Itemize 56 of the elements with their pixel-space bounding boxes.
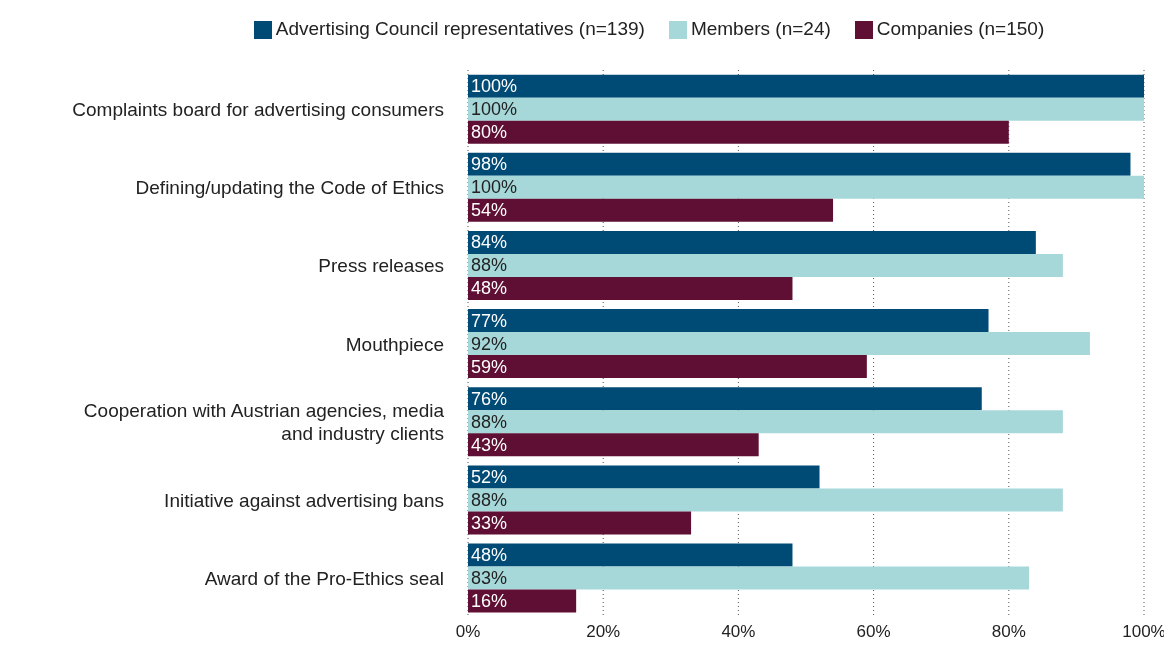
data-label: 76% — [471, 388, 508, 409]
bar — [468, 74, 1144, 98]
bar — [468, 230, 1036, 254]
y-tick-label: Defining/updating the Code of Ethics — [135, 176, 444, 198]
y-tick-label: Complaints board for advertising consumers — [72, 98, 444, 120]
legend-label: Companies (n=150) — [876, 18, 1045, 39]
data-label: 92% — [471, 333, 508, 354]
y-tick-label: Cooperation with Austrian agencies, media and industry clients — [83, 399, 445, 444]
bar — [468, 387, 982, 411]
data-label: 88% — [471, 255, 508, 276]
bar — [468, 97, 1144, 121]
data-label: 83% — [471, 568, 508, 589]
data-label: 52% — [471, 466, 508, 487]
bar — [468, 152, 1131, 176]
y-tick-label: Press releases — [318, 254, 444, 276]
bar — [468, 276, 793, 300]
data-label: 48% — [471, 278, 508, 299]
bar — [468, 355, 867, 379]
bar — [468, 566, 1030, 590]
bar — [468, 253, 1063, 277]
bar — [468, 309, 989, 333]
data-label: 59% — [471, 356, 508, 377]
bar — [468, 433, 759, 457]
x-tick-label: 80% — [991, 622, 1026, 642]
data-label: 43% — [471, 434, 508, 455]
x-tick-label: 40% — [721, 622, 756, 642]
bar — [468, 511, 692, 535]
data-label: 33% — [471, 512, 508, 533]
data-label: 84% — [471, 232, 508, 253]
bar — [468, 198, 834, 222]
legend-label: Advertising Council representatives (n=139) — [275, 18, 645, 39]
data-label: 54% — [471, 200, 508, 221]
data-label: 100% — [471, 177, 518, 198]
bar — [468, 543, 793, 567]
bar — [468, 410, 1063, 434]
bar — [468, 175, 1144, 199]
bar — [468, 488, 1063, 512]
data-label: 100% — [471, 99, 518, 120]
data-label: 88% — [471, 411, 508, 432]
data-label: 80% — [471, 122, 508, 143]
y-tick-label: Mouthpiece — [345, 333, 444, 354]
x-tick-label: 60% — [856, 622, 891, 642]
data-label: 77% — [471, 310, 508, 331]
y-tick-label: Award of the Pro-Ethics seal — [204, 567, 444, 589]
legend-label: Members (n=24) — [690, 18, 831, 39]
y-tick-label: Initiative against advertising bans — [164, 489, 444, 511]
data-label: 16% — [471, 591, 508, 612]
data-label: 88% — [471, 489, 508, 510]
x-tick-label: 0% — [455, 622, 481, 642]
x-tick-label: 20% — [586, 622, 621, 642]
data-label: 98% — [471, 154, 508, 175]
bar — [468, 465, 820, 489]
data-label: 100% — [471, 76, 518, 97]
data-label: 48% — [471, 545, 508, 566]
bar — [468, 120, 1009, 144]
bar — [468, 332, 1090, 356]
